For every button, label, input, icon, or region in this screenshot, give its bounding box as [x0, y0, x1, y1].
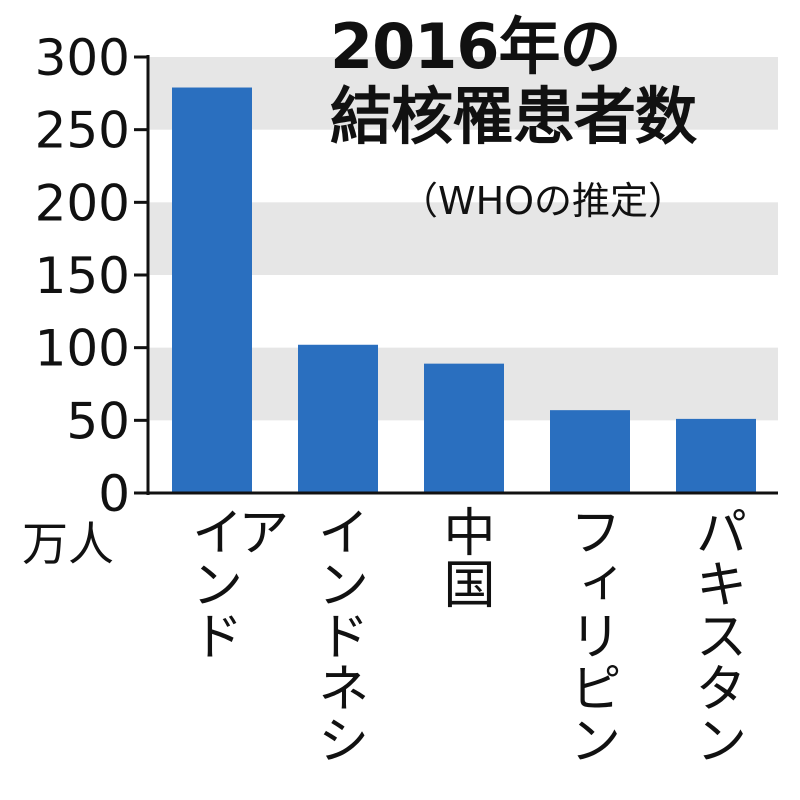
y-tick-label-300: 300 — [35, 29, 130, 87]
bar-4 — [550, 410, 630, 493]
y-axis-unit: 万人 — [22, 517, 114, 571]
category-label-2: インドネシア — [228, 505, 368, 765]
chart-title: 2016年の 結核罹患者数 — [330, 10, 697, 153]
y-tick-label-0: 0 — [98, 465, 130, 523]
y-tick-label-100: 100 — [35, 320, 130, 378]
y-tick-label-50: 50 — [66, 392, 130, 450]
category-label-5: パキスタン — [686, 505, 746, 765]
bar-3 — [424, 363, 504, 493]
bar-1 — [172, 87, 252, 494]
grid-band — [148, 202, 778, 275]
y-tick-label-150: 150 — [35, 247, 130, 305]
y-tick-label-200: 200 — [35, 174, 130, 232]
title-line-1: 2016年の — [330, 10, 622, 83]
category-label-4: フィリピン — [560, 505, 620, 765]
title-line-2: 結核罹患者数 — [330, 80, 697, 153]
bar-2 — [298, 344, 378, 493]
y-tick-label-250: 250 — [35, 102, 130, 160]
category-label-1: インド — [182, 505, 242, 661]
bar-5 — [676, 418, 756, 493]
category-label-3: 中国 — [434, 505, 494, 609]
grid-band — [148, 57, 778, 130]
chart-subtitle: （WHOの推定） — [400, 179, 687, 223]
